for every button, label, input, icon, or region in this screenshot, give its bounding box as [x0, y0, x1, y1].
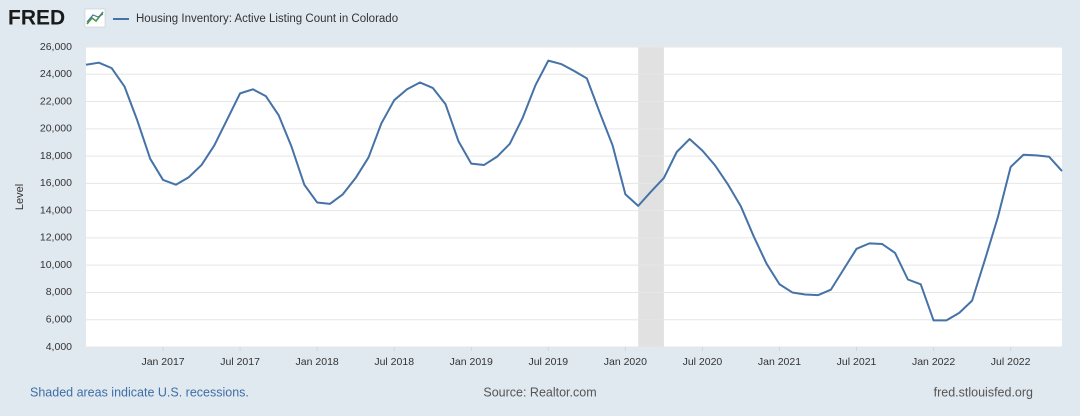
y-tick-label: 8,000 [46, 286, 72, 298]
y-tick-label: 16,000 [40, 177, 72, 189]
x-tick-label: Jan 2017 [141, 356, 184, 368]
logo: FRED [8, 7, 65, 30]
note: Shaded areas indicate U.S. recessions. [30, 385, 249, 399]
x-tick-label: Jan 2019 [450, 356, 493, 368]
plot-area [86, 47, 1062, 347]
source: Source: Realtor.com [483, 385, 596, 399]
y-tick-label: 12,000 [40, 232, 72, 244]
x-tick-label: Jan 2018 [296, 356, 339, 368]
y-tick-label: 20,000 [40, 123, 72, 135]
legend-label: Housing Inventory: Active Listing Count … [136, 13, 398, 25]
data-line [85, 59, 1063, 322]
y-tick-label: 6,000 [46, 314, 72, 326]
x-tick-label: Jan 2021 [758, 356, 801, 368]
y-axis-label: Level [14, 184, 26, 210]
x-tick-label: Jul 2021 [837, 356, 877, 368]
x-tick-label: Jul 2022 [991, 356, 1031, 368]
y-tick-label: 14,000 [40, 204, 72, 216]
y-tick-label: 22,000 [40, 95, 72, 107]
x-tick-label: Jul 2019 [528, 356, 568, 368]
y-tick-label: 18,000 [40, 150, 72, 162]
logo-icon [84, 8, 106, 28]
x-tick-label: Jul 2020 [683, 356, 723, 368]
recession-shade [638, 47, 664, 347]
x-tick-label: Jul 2018 [374, 356, 414, 368]
x-tick-label: Jan 2022 [912, 356, 955, 368]
y-tick-label: 10,000 [40, 259, 72, 271]
y-tick-label: 24,000 [40, 68, 72, 80]
y-tick-label: 4,000 [46, 341, 72, 353]
x-tick-label: Jul 2017 [220, 356, 260, 368]
y-tick-label: 26,000 [40, 41, 72, 53]
x-tick-label: Jan 2020 [604, 356, 647, 368]
site: fred.stlouisfed.org [934, 385, 1033, 399]
